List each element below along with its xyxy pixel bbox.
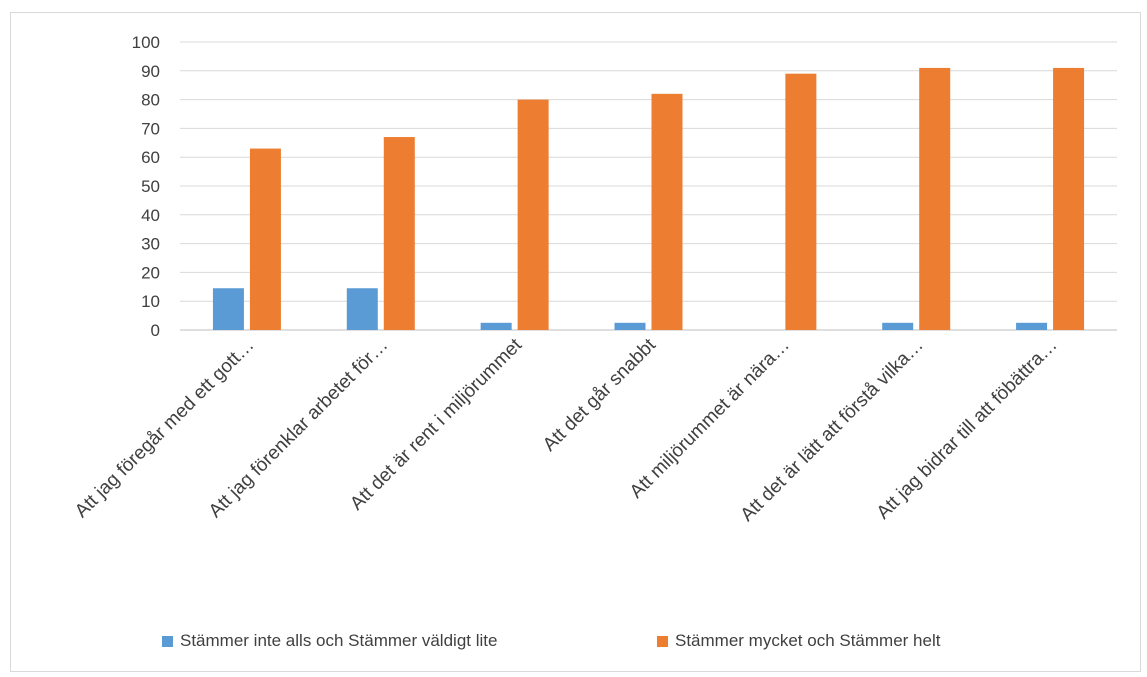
bar-series1 xyxy=(614,322,646,330)
bar-series2 xyxy=(651,93,683,330)
chart-frame xyxy=(10,12,1141,672)
bar-series2 xyxy=(785,73,817,331)
y-tick-label: 70 xyxy=(141,119,160,138)
y-tick-label: 80 xyxy=(141,91,160,110)
y-tick-label: 30 xyxy=(141,235,160,254)
y-tick-label: 20 xyxy=(141,263,160,282)
bar-series1 xyxy=(346,288,378,330)
bar-series1 xyxy=(1016,322,1048,330)
y-tick-label: 40 xyxy=(141,206,160,225)
y-tick-label: 90 xyxy=(141,62,160,81)
bar-series2 xyxy=(1053,67,1085,331)
y-axis-ticks: 0 10 20 30 40 50 60 70 80 90 100 xyxy=(132,33,160,340)
bar-series1 xyxy=(480,322,512,330)
bars xyxy=(212,67,1085,331)
y-tick-label: 0 xyxy=(151,321,160,340)
x-axis-labels: Att jag föregår med ett gott…Att jag för… xyxy=(71,334,1062,526)
x-category-label: Att det går snabbt xyxy=(539,334,660,455)
legend-swatch xyxy=(657,636,668,647)
legend-label: Stämmer mycket och Stämmer helt xyxy=(675,631,941,650)
bar-series1 xyxy=(882,322,914,330)
y-tick-label: 60 xyxy=(141,148,160,167)
bar-series1 xyxy=(212,288,244,330)
x-category-label: Att miljörummet är nära… xyxy=(626,335,794,503)
legend-label: Stämmer inte alls och Stämmer väldigt li… xyxy=(180,631,497,650)
legend: Stämmer inte alls och Stämmer väldigt li… xyxy=(162,631,941,650)
bar-series2 xyxy=(249,148,281,330)
y-tick-label: 10 xyxy=(141,292,160,311)
y-tick-label: 50 xyxy=(141,177,160,196)
grid-lines xyxy=(180,41,1117,331)
bar-series2 xyxy=(383,137,415,330)
y-tick-label: 100 xyxy=(132,33,160,52)
bar-series2 xyxy=(919,67,951,331)
bar-series2 xyxy=(517,99,549,330)
legend-swatch xyxy=(162,636,173,647)
